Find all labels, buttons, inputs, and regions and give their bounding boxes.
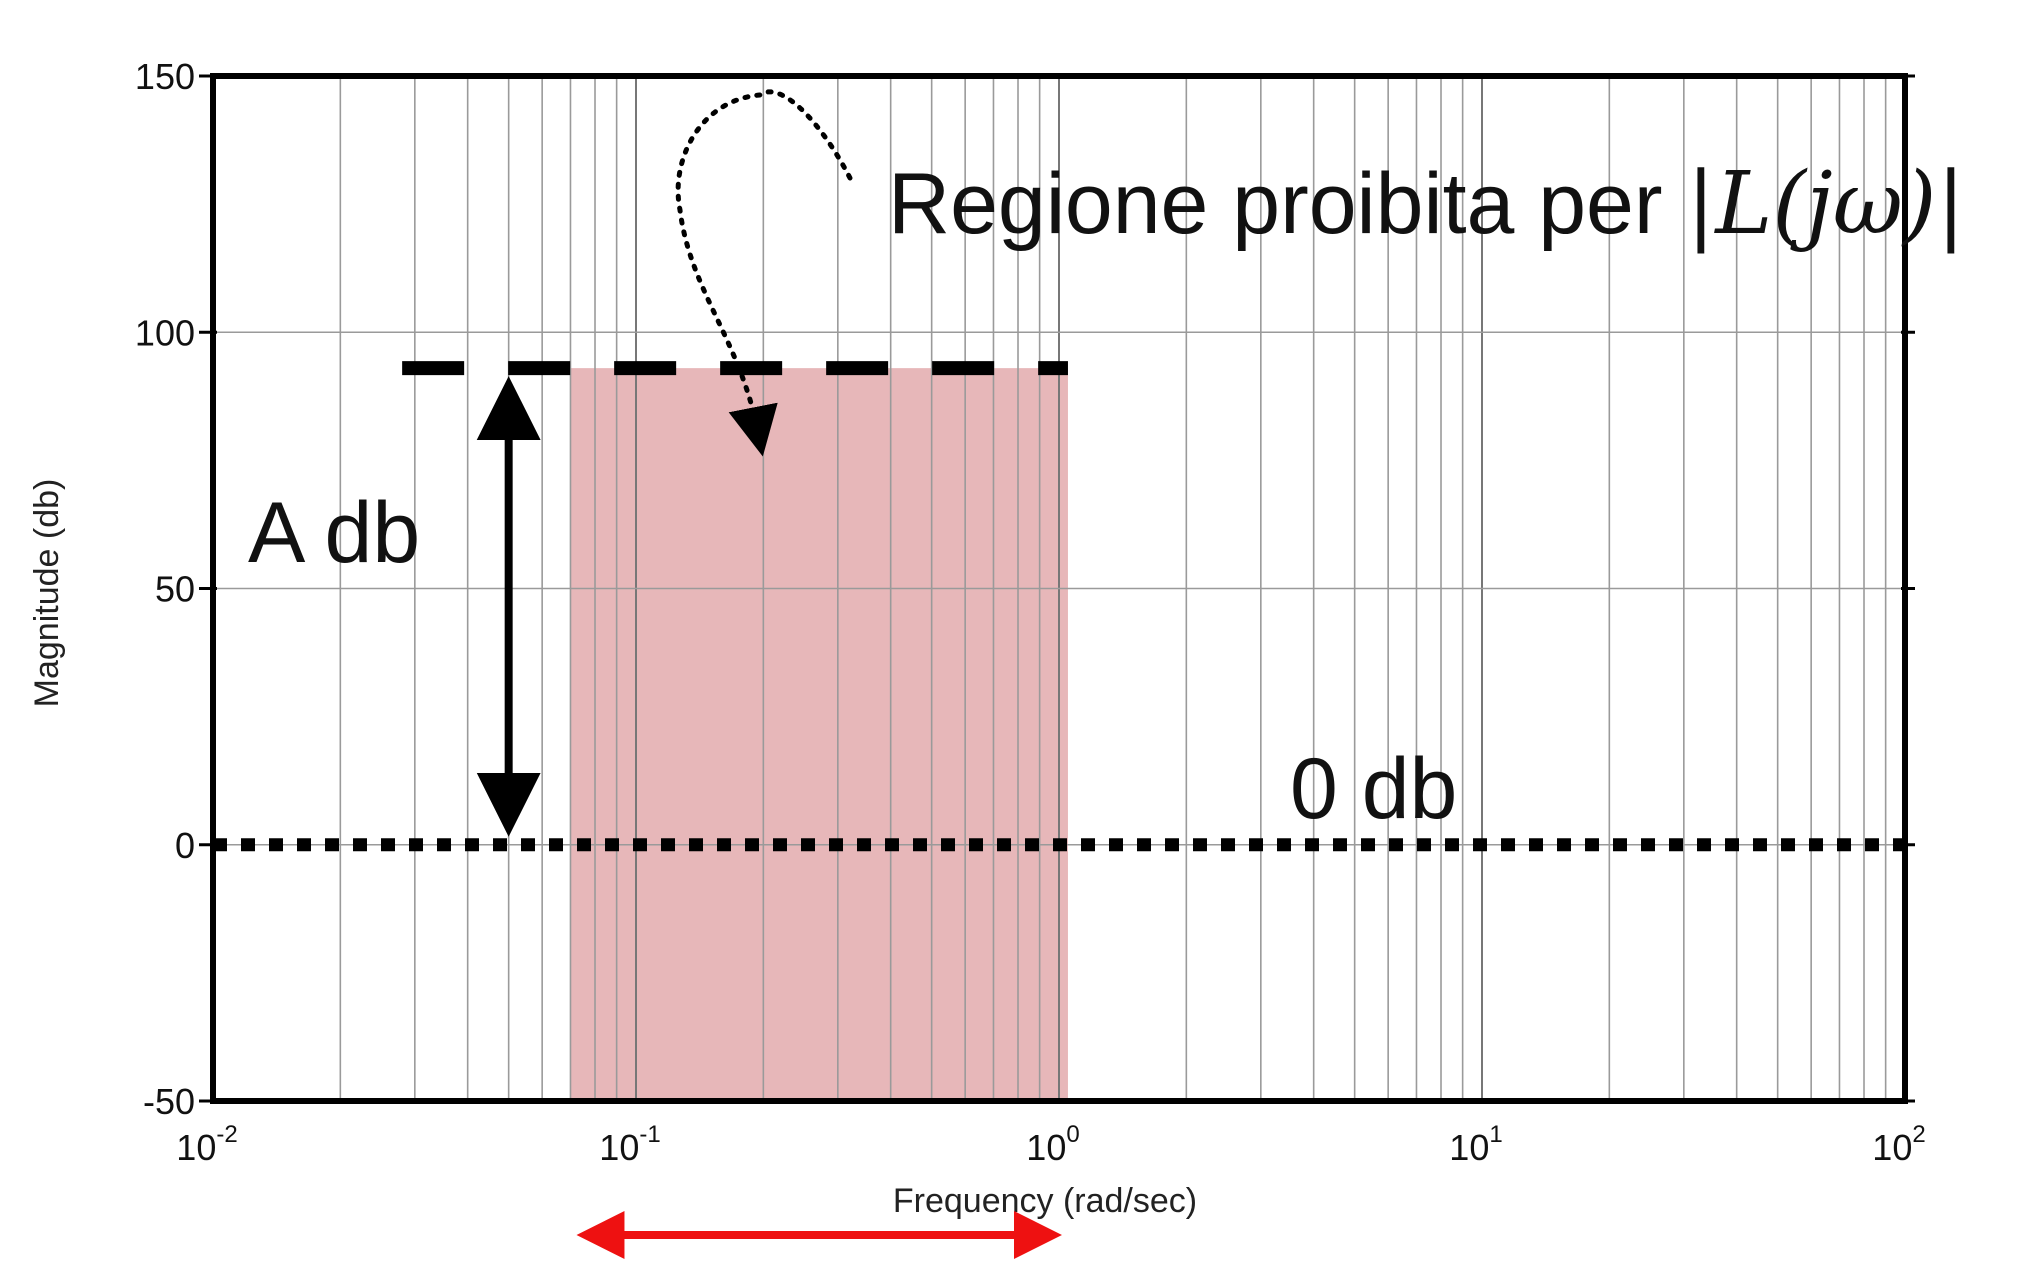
y-tick-label: 150 bbox=[135, 56, 195, 97]
region-pointer-arrow bbox=[675, 89, 853, 457]
reference-lines-layer bbox=[213, 361, 1905, 852]
zero-db-label: 0 db bbox=[1290, 741, 1457, 837]
y-tick-label: 0 bbox=[175, 825, 195, 866]
y-tick-label: 100 bbox=[135, 312, 195, 353]
arrows-layer bbox=[476, 376, 1062, 1259]
a-db-label: A db bbox=[248, 485, 420, 581]
x-tick-exponent: 2 bbox=[1912, 1121, 1925, 1148]
forbidden-region bbox=[570, 368, 1068, 1101]
forbidden-region-layer bbox=[570, 368, 1068, 1101]
x-tick-label: 10-2 bbox=[176, 1121, 237, 1168]
y-tick-label: 50 bbox=[155, 569, 195, 610]
plot-frame-layer bbox=[199, 73, 1915, 1104]
region-annotation: Regione proibita per |L(jω)| bbox=[888, 154, 1965, 254]
x-tick-exponent: 0 bbox=[1066, 1121, 1079, 1148]
x-tick-label: 102 bbox=[1872, 1121, 1925, 1168]
x-tick-label: 100 bbox=[1026, 1121, 1079, 1168]
x-tick-exponent: 1 bbox=[1489, 1121, 1502, 1148]
region-annotation-math: |L(jω)| bbox=[1686, 154, 1965, 254]
x-tick-exponent: -2 bbox=[216, 1121, 237, 1148]
x-tick-exponent: -1 bbox=[639, 1121, 660, 1148]
region-annotation-text: Regione proibita per bbox=[888, 156, 1686, 252]
x-tick-label: 10-1 bbox=[599, 1121, 660, 1168]
x-axis-label: Frequency (rad/sec) bbox=[893, 1182, 1197, 1220]
x-tick-label: 101 bbox=[1449, 1121, 1502, 1168]
y-axis-label: Magnitude (db) bbox=[28, 479, 66, 708]
y-tick-label: -50 bbox=[143, 1081, 195, 1122]
